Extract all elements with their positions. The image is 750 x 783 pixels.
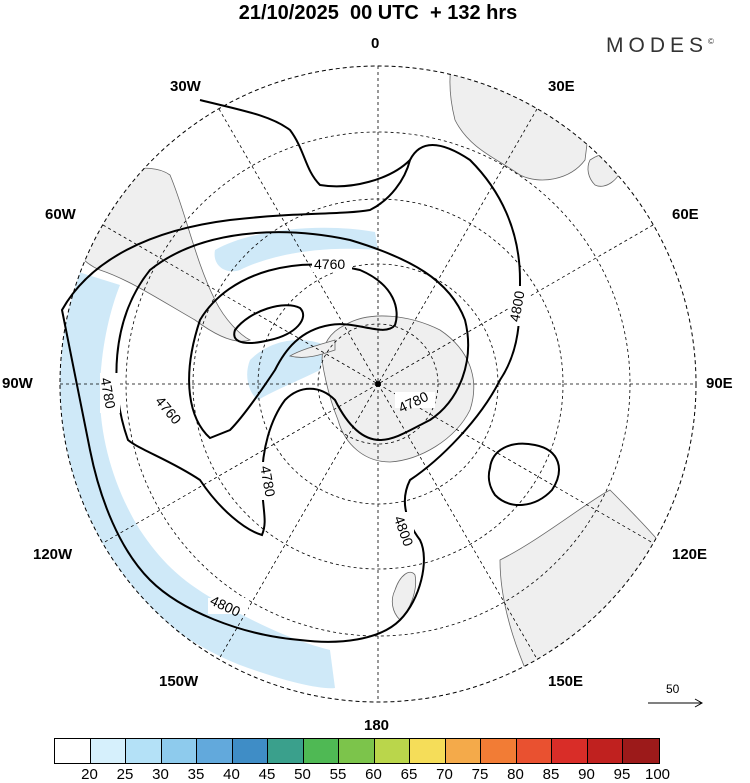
- lon-label-90w: 90W: [2, 375, 33, 392]
- colorbar-tick-label: 20: [81, 766, 98, 783]
- lon-label-60w: 60W: [45, 206, 76, 223]
- colorbar-swatch: [374, 739, 410, 763]
- south-pole-marker: [375, 381, 381, 387]
- colorbar-swatch: [303, 739, 339, 763]
- colorbar-swatch: [445, 739, 481, 763]
- colorbar-swatch: [516, 739, 552, 763]
- contour-4780: [115, 231, 470, 537]
- lon-label-120e: 120E: [672, 546, 708, 563]
- colorbar-tick-label: 90: [578, 766, 595, 783]
- colorbar-tick-label: 65: [400, 766, 418, 783]
- colorbar-swatch: [410, 739, 446, 763]
- contour-4800: [60, 144, 522, 643]
- colorbar-tick-label: 85: [542, 766, 560, 783]
- land-madagascar: [587, 153, 623, 187]
- lon-label-180: 180: [364, 717, 390, 734]
- land-antarctic-peninsula: [288, 339, 336, 358]
- contour-4800-outer-north: [199, 99, 411, 188]
- windspeed-shade-north: [214, 227, 378, 272]
- brand-copyright: ©: [708, 37, 714, 46]
- land-new-zealand: [391, 571, 417, 621]
- lon-label-0: 0: [371, 35, 380, 52]
- lon-label-120w: 120W: [33, 546, 73, 563]
- lon-label-150w: 150W: [159, 673, 199, 690]
- colorbar-swatch: [55, 739, 91, 763]
- contour-4760-main: [188, 263, 398, 440]
- contour-4800-closed-east: [487, 442, 560, 507]
- colorbar-tick-label: 100: [644, 766, 671, 783]
- lon-label-30e: 30E: [548, 78, 575, 95]
- colorbar-swatch: [552, 739, 588, 763]
- colorbar-tick-label: 60: [365, 766, 382, 783]
- land-antarctica: [321, 315, 474, 463]
- colorbar-tick-label: 35: [187, 766, 205, 783]
- map-boundary: [59, 65, 697, 703]
- land-australia: [499, 489, 696, 702]
- colorbar-swatch: [268, 739, 304, 763]
- colorbar-tick-label: 40: [223, 766, 240, 783]
- colorbar-tick-label: 75: [471, 766, 489, 783]
- colorbar-tick-label: 95: [613, 766, 631, 783]
- colorbar-tick-label: 25: [116, 766, 134, 783]
- lon-label-30w: 30W: [170, 78, 201, 95]
- lon-label-90e: 90E: [706, 375, 733, 392]
- colorbar: [54, 738, 660, 764]
- colorbar-tick-label: 45: [258, 766, 276, 783]
- colorbar-swatch: [197, 739, 233, 763]
- contour-label: 4780: [98, 376, 119, 410]
- colorbar-swatch: [339, 739, 375, 763]
- colorbar-tick-label: 70: [436, 766, 453, 783]
- colorbar-swatch: [90, 739, 126, 763]
- colorbar-swatch: [587, 739, 623, 763]
- colorbar-swatch: [481, 739, 517, 763]
- colorbar-swatch: [232, 739, 268, 763]
- colorbar-tick-label: 80: [507, 766, 524, 783]
- colorbar-tick-label: 50: [294, 766, 311, 783]
- contour-label: 4800: [506, 289, 527, 323]
- chart-title: 21/10/2025 00 UTC + 132 hrs: [238, 2, 518, 24]
- reference-vector-arrow: [648, 698, 704, 708]
- brand-logo: MODES©: [606, 34, 714, 58]
- contour-label: 4760: [314, 256, 345, 272]
- contour-4760-inner: [233, 304, 305, 344]
- lon-label-150e: 150E: [548, 673, 584, 690]
- lon-label-60e: 60E: [672, 206, 699, 223]
- brand-text: MODES: [606, 34, 709, 57]
- reference-vector-label: 50: [666, 682, 680, 696]
- colorbar-swatch: [126, 739, 162, 763]
- contour-label: 4780: [257, 465, 278, 499]
- colorbar-tick-label: 30: [152, 766, 169, 783]
- colorbar-swatch: [161, 739, 197, 763]
- colorbar-tick-label: 55: [329, 766, 347, 783]
- contours: [60, 99, 560, 643]
- colorbar-swatch: [623, 739, 659, 763]
